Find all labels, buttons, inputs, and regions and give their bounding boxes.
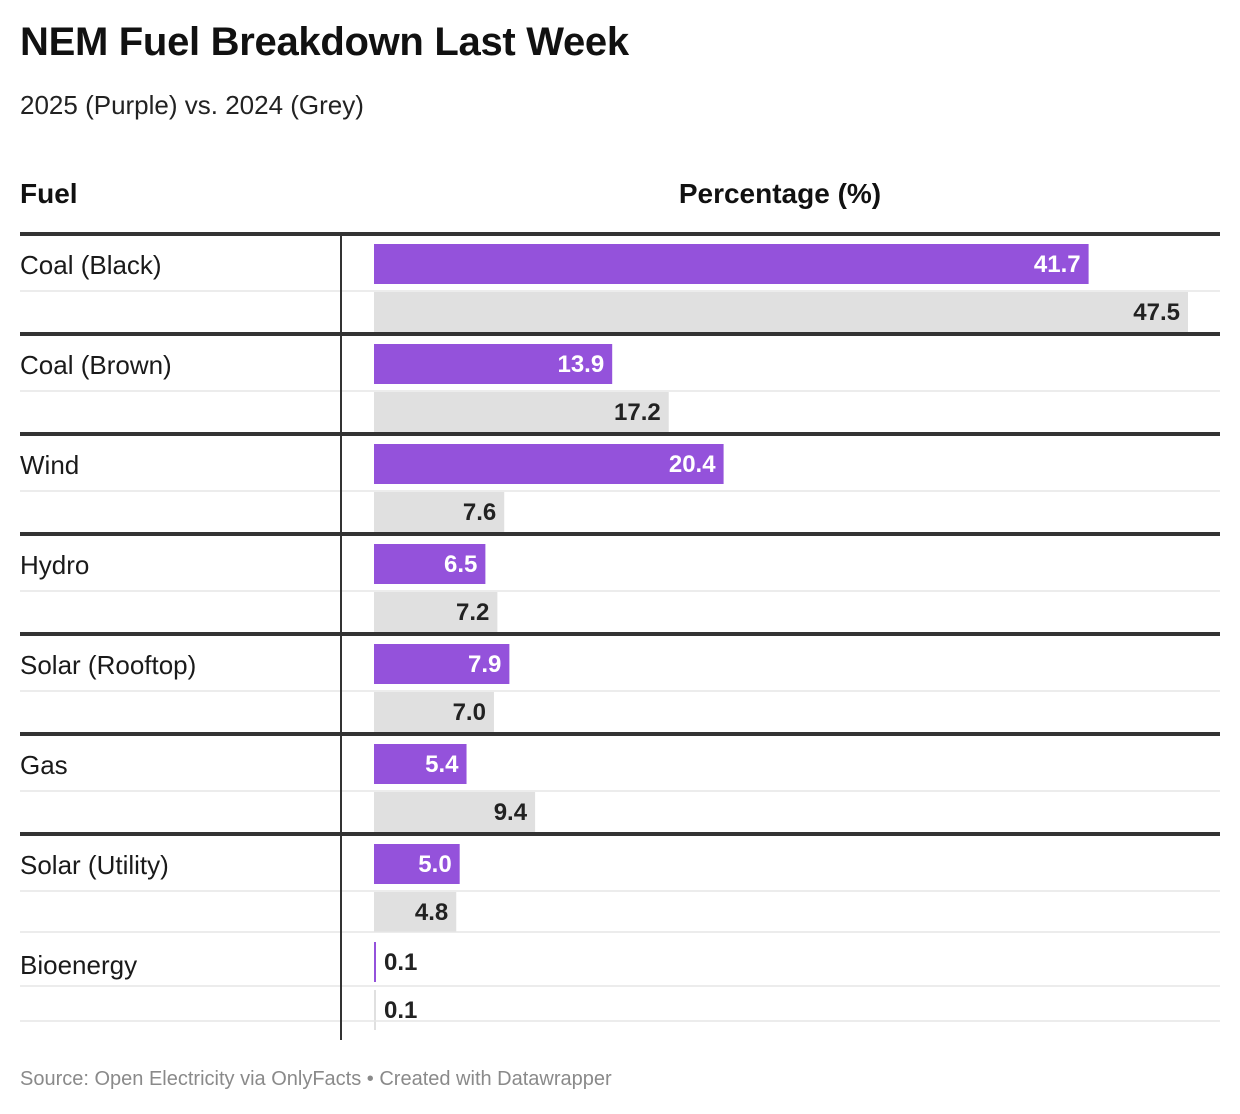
data-label: 0.1 [384, 997, 417, 1024]
bar-chart: Coal (Black) 41.7 47.5 Coal (Brown) 13.9 17.2… [20, 232, 1220, 1040]
bar-2025 [374, 244, 1089, 284]
category-label: Bioenergy [20, 950, 137, 980]
bar-2024 [374, 692, 494, 732]
bar-2025 [374, 942, 376, 982]
category-label: Gas [20, 750, 68, 780]
bar-2024 [374, 792, 536, 832]
fuel-column-header: Fuel [20, 178, 78, 209]
bar-2025 [374, 444, 724, 484]
data-label: 41.7 [1034, 251, 1081, 278]
data-label: 7.2 [456, 599, 489, 626]
category-label: Coal (Brown) [20, 350, 172, 380]
bar-2024 [374, 592, 498, 632]
bar-2024 [374, 392, 669, 432]
source-footer: Source: Open Electricity via OnlyFacts •… [20, 1068, 612, 1090]
data-label: 4.8 [415, 899, 448, 926]
category-label: Hydro [20, 550, 89, 580]
bar-2024 [374, 492, 505, 532]
data-label: 20.4 [669, 451, 716, 478]
data-label: 6.5 [444, 551, 477, 578]
data-label: 7.6 [463, 499, 496, 526]
chart-title: NEM Fuel Breakdown Last Week [20, 20, 629, 64]
category-label: Solar (Utility) [20, 850, 169, 880]
data-label: 7.0 [453, 699, 486, 726]
data-label: 13.9 [557, 351, 604, 378]
chart-subtitle: 2025 (Purple) vs. 2024 (Grey) [20, 90, 364, 120]
bar-2024 [374, 892, 457, 932]
bar-2025 [374, 644, 510, 684]
category-label: Solar (Rooftop) [20, 650, 196, 680]
data-label: 5.0 [418, 851, 451, 878]
bar-2024 [374, 292, 1188, 332]
bar-2025 [374, 344, 613, 384]
data-label: 5.4 [425, 751, 459, 778]
bar-2025 [374, 544, 486, 584]
data-label: 0.1 [384, 949, 417, 976]
category-label: Coal (Black) [20, 250, 162, 280]
data-label: 17.2 [614, 399, 661, 426]
bar-2024 [374, 990, 376, 1030]
data-label: 9.4 [494, 799, 528, 826]
data-label: 47.5 [1133, 299, 1180, 326]
percentage-column-header: Percentage (%) [678, 178, 882, 209]
bar-2025 [374, 844, 460, 884]
bar-2025 [374, 744, 467, 784]
data-label: 7.9 [468, 651, 501, 678]
category-label: Wind [20, 450, 79, 480]
